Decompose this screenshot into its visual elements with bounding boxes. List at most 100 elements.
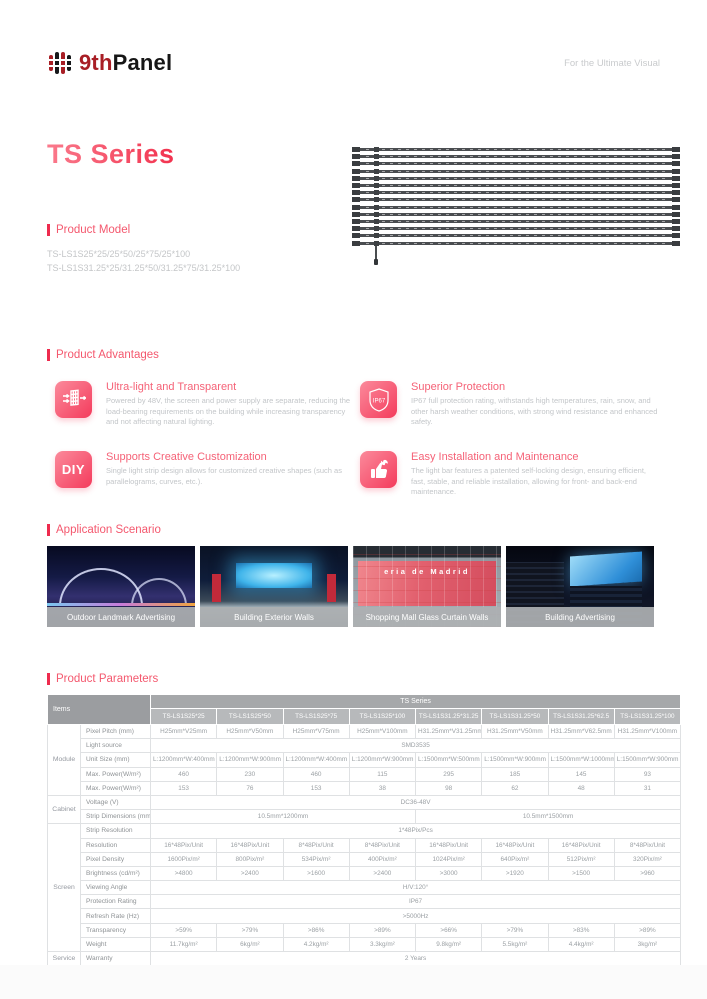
param-value: 76 [216, 780, 284, 796]
param-value: 4.4kg/m² [547, 936, 615, 953]
param-value: L:1200mm*W:400mm [149, 752, 218, 768]
advantage-title: Ultra-light and Transparent [106, 381, 237, 393]
strip-hub-graphic [374, 219, 379, 224]
param-value: H25mm*V100mm [348, 723, 417, 740]
param-value: 153 [282, 780, 350, 796]
billboard-text: eria de Madrid [353, 567, 501, 576]
param-row: Light source SMD3535 [48, 738, 682, 754]
parameters-table-container: Items TS Series TS-LS1S25*25 TS-LS1S25*50 TS… [47, 694, 682, 967]
scene-caption: Shopping Mall Glass Curtain Walls [353, 607, 501, 627]
param-group-cell: Cabinet [47, 794, 81, 825]
product-model-heading: Product Model [47, 224, 130, 236]
advantage-body: Powered by 48V, the screen and power sup… [106, 396, 351, 426]
bridge-arch-graphic [59, 568, 143, 606]
led-strip-graphic [352, 175, 680, 181]
svg-text:IP67: IP67 [372, 398, 385, 404]
param-model-header: TS-LS1S25*75 [282, 708, 350, 725]
strip-hub-graphic [374, 154, 379, 160]
param-value: >4800 [149, 865, 218, 882]
param-value: 230 [216, 766, 284, 782]
param-value: >1600 [282, 865, 350, 882]
param-row: Cabinet Voltage (V) DC36-48V [47, 794, 682, 825]
param-series-header: TS Series [149, 694, 682, 709]
param-value: 16*48Pix/Unit [547, 837, 615, 853]
param-value: >3000 [414, 865, 483, 882]
param-value: H31.25mm*V62.5mm [547, 723, 615, 740]
heading-bar [47, 673, 50, 685]
product-parameters-heading: Product Parameters [47, 673, 158, 685]
strip-hub-graphic [374, 204, 379, 210]
param-value: >1500 [547, 865, 615, 882]
param-value: L:1500mm*W:500mm [414, 752, 483, 768]
scene-caption: Outdoor Landmark Advertising [47, 607, 195, 627]
param-value-span: IP67 [149, 894, 682, 910]
param-row: Service Warranty 2 Years [47, 950, 682, 967]
param-value: 8*48Pix/Unit [348, 837, 417, 853]
scene-caption: Building Advertising [506, 607, 654, 627]
param-value: 1024Pix/m² [414, 851, 483, 867]
param-value: 11.7kg/m² [149, 936, 218, 953]
led-strip-graphic [352, 219, 680, 224]
param-label: Strip Dimensions (mm) [80, 809, 151, 825]
application-scenario-heading: Application Scenario [47, 524, 161, 536]
product-model-line: TS-LS1S31.25*25/31.25*50/31.25*75/31.25*… [47, 263, 241, 273]
strip-hub-graphic [374, 197, 379, 203]
strip-hub-graphic [374, 168, 379, 174]
led-strip-graphic [352, 147, 680, 152]
strip-hub-graphic [374, 240, 379, 246]
brand-name-panel: Panel [112, 50, 173, 75]
billboard-graphic [358, 561, 496, 606]
brand-tagline: For the Ultimate Visual [564, 58, 660, 69]
param-value: >86% [282, 922, 350, 938]
advantage-body: The light bar features a patented self-l… [411, 466, 647, 496]
brand-name-9th: 9th [79, 50, 113, 75]
led-strip-graphic [352, 211, 680, 217]
param-value: H31.25mm*V100mm [613, 723, 682, 740]
scene-outdoor-landmark: Outdoor Landmark Advertising [47, 546, 195, 627]
param-row: Weight 11.7kg/m² 6kg/m² 4.2kg/m² 3.3kg/m² 9.8… [48, 936, 682, 953]
strip-hub-graphic [374, 226, 379, 232]
param-row: Brightness (cd/m²) >4800 >2400 >1600 >2400 >3… [48, 865, 682, 882]
param-value-span: H/V:120° [149, 880, 682, 896]
param-row: Max. Power(W/m²) 460 230 460 115 295 185 145 93 [48, 766, 682, 782]
param-label: Pixel Pitch (mm) [80, 723, 151, 740]
power-cable-graphic [374, 244, 378, 265]
param-model-header: TS-LS1S31.25*62.5 [547, 708, 615, 725]
led-strip-graphic [352, 197, 680, 203]
shield-ip67-icon: IP67 [360, 381, 397, 418]
advantage-superior-protection: IP67 Superior Protection IP67 full prote… [360, 381, 660, 428]
param-value: L:1200mm*W:900mm [216, 752, 284, 768]
param-label: Brightness (cd/m²) [80, 865, 151, 882]
param-value: 185 [481, 766, 549, 782]
param-value: 153 [149, 780, 218, 796]
param-label: Unit Size (mm) [80, 752, 151, 768]
param-value: H25mm*V75mm [282, 723, 350, 740]
param-group-cell: Module [47, 724, 81, 796]
param-row: Viewing Angle H/V:120° [48, 880, 682, 896]
param-row: Unit Size (mm) L:1200mm*W:400mm L:1200mm*W… [48, 752, 682, 768]
strip-hub-graphic [374, 233, 379, 239]
product-advantages-heading: Product Advantages [47, 349, 159, 361]
param-row: Transparency >59% >79% >86% >89% >66% >79% >83%… [48, 922, 682, 938]
scene-glass-curtain-wall: eria de Madrid Shopping Mall Glass Curta… [353, 546, 501, 627]
param-value: >2400 [216, 865, 284, 882]
param-value: >59% [149, 922, 218, 938]
red-banner-graphic [327, 574, 336, 602]
led-screen-graphic [236, 563, 312, 588]
bridge-deck-graphic [47, 603, 195, 606]
bridge-arch-graphic [131, 578, 187, 606]
advantage-ultra-light: Ultra-light and Transparent Powered by 4… [55, 381, 355, 428]
param-value-span: >5000Hz [149, 908, 682, 924]
page-header: 9thPanel For the Ultimate Visual [47, 50, 660, 82]
heading-bar [47, 524, 50, 536]
param-value: 145 [547, 766, 615, 782]
application-scenario-heading-label: Application Scenario [56, 524, 161, 536]
led-strip-graphic [352, 190, 680, 196]
param-value: >89% [348, 922, 417, 938]
led-strip-graphic [352, 233, 680, 239]
footer-band [0, 965, 707, 999]
diy-icon-label: DIY [61, 462, 86, 477]
brand-logo: 9thPanel [47, 50, 172, 76]
param-value-span: 2 Years [149, 950, 682, 967]
param-value: L:1500mm*W:900mm [481, 752, 549, 768]
